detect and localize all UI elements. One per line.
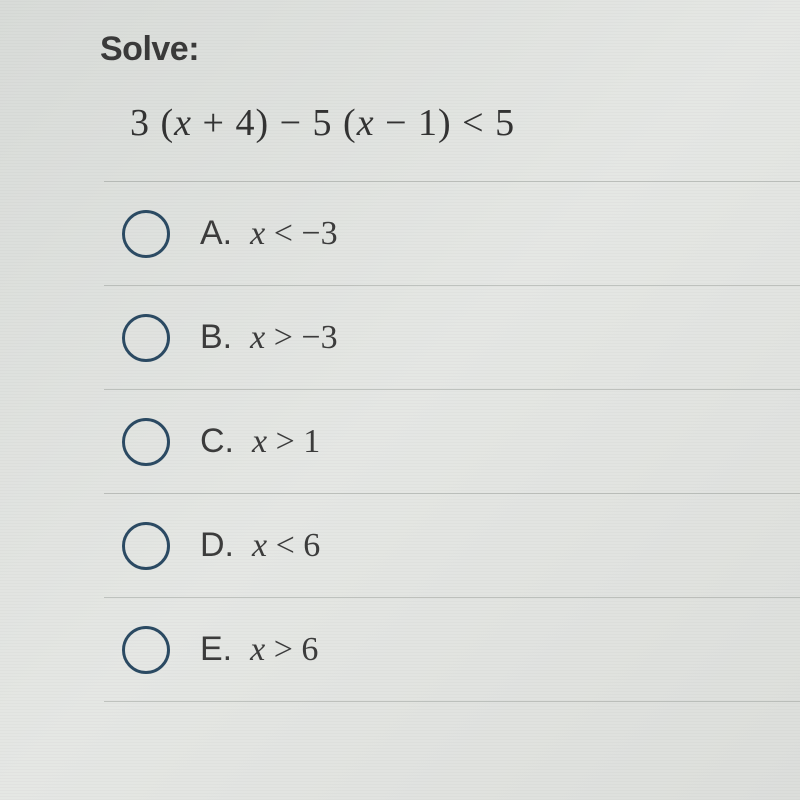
answer-options: A. x < −3 B. x > −3 C. x > 1 D. x < 6 E.… [104,181,800,702]
option-expression: x > 1 [252,423,320,461]
radio-icon [122,210,170,258]
equation-variable: x [174,102,192,144]
option-text: E. x > 6 [200,630,318,669]
equation-part: 3 ( [130,102,174,144]
option-expression: x < 6 [252,527,320,565]
option-b[interactable]: B. x > −3 [104,286,800,390]
option-text: D. x < 6 [200,526,320,565]
equation-variable: x [357,102,375,144]
equation-part: − 1) < 5 [375,102,516,144]
option-letter: E. [200,630,232,669]
radio-icon [122,522,170,570]
option-text: C. x > 1 [200,422,320,461]
option-letter: D. [200,526,234,565]
option-e[interactable]: E. x > 6 [104,598,800,702]
radio-icon [122,626,170,674]
option-c[interactable]: C. x > 1 [104,390,800,494]
radio-icon [122,314,170,362]
option-d[interactable]: D. x < 6 [104,494,800,598]
question-heading: Solve: [100,30,800,69]
option-expression: x < −3 [250,215,337,253]
option-expression: x > −3 [250,319,337,357]
option-a[interactable]: A. x < −3 [104,182,800,286]
option-letter: C. [200,422,234,461]
radio-icon [122,418,170,466]
option-letter: A. [200,214,232,253]
option-letter: B. [200,318,232,357]
question-equation: 3 (x + 4) − 5 (x − 1) < 5 [130,101,800,145]
equation-part: + 4) − 5 ( [192,102,357,144]
option-text: A. x < −3 [200,214,338,253]
option-expression: x > 6 [250,631,318,669]
option-text: B. x > −3 [200,318,338,357]
